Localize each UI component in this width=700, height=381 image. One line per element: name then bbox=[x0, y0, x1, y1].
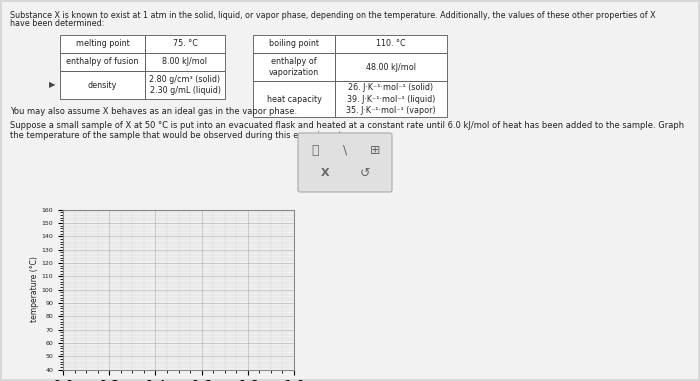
Bar bbox=[253, 35, 335, 53]
Bar bbox=[145, 53, 225, 71]
Bar bbox=[60, 71, 145, 99]
Text: melting point: melting point bbox=[76, 40, 130, 48]
Bar bbox=[335, 35, 447, 53]
Bar bbox=[60, 35, 145, 53]
FancyBboxPatch shape bbox=[298, 133, 392, 192]
Bar bbox=[60, 53, 145, 71]
Bar bbox=[145, 71, 225, 99]
Text: boiling point: boiling point bbox=[269, 40, 319, 48]
Bar bbox=[253, 53, 335, 81]
Text: heat capacity: heat capacity bbox=[267, 94, 321, 104]
Text: the temperature of the sample that would be observed during this experiment.: the temperature of the sample that would… bbox=[10, 131, 344, 140]
Text: 26. J·K⁻¹·mol⁻¹ (solid)
39. J·K⁻¹·mol⁻¹ (liquid)
35. J·K⁻¹·mol⁻¹ (vapor): 26. J·K⁻¹·mol⁻¹ (solid) 39. J·K⁻¹·mol⁻¹ … bbox=[346, 83, 436, 115]
Text: ↺: ↺ bbox=[360, 166, 370, 179]
Text: density: density bbox=[88, 80, 117, 90]
Y-axis label: temperature (°C): temperature (°C) bbox=[29, 257, 38, 322]
Text: ⦾: ⦾ bbox=[312, 144, 318, 157]
Text: Substance X is known to exist at 1 atm in the solid, liquid, or vapor phase, dep: Substance X is known to exist at 1 atm i… bbox=[10, 11, 656, 20]
Text: Suppose a small sample of X at 50 °C is put into an evacuated flask and heated a: Suppose a small sample of X at 50 °C is … bbox=[10, 121, 684, 130]
Bar bbox=[145, 35, 225, 53]
Bar bbox=[253, 81, 335, 117]
Text: 48.00 kJ/mol: 48.00 kJ/mol bbox=[366, 62, 416, 72]
Text: X: X bbox=[321, 168, 329, 178]
Bar bbox=[335, 81, 447, 117]
Text: enthalpy of fusion: enthalpy of fusion bbox=[66, 58, 139, 67]
Bar bbox=[335, 53, 447, 81]
Text: \: \ bbox=[343, 144, 347, 157]
Text: 2.80 g/cm³ (solid)
2.30 g/mL (liquid): 2.80 g/cm³ (solid) 2.30 g/mL (liquid) bbox=[149, 75, 220, 95]
Text: enthalpy of
vaporization: enthalpy of vaporization bbox=[269, 57, 319, 77]
Text: 75. °C: 75. °C bbox=[173, 40, 197, 48]
Text: 8.00 kJ/mol: 8.00 kJ/mol bbox=[162, 58, 207, 67]
Text: You may also assume X behaves as an ideal gas in the vapor phase.: You may also assume X behaves as an idea… bbox=[10, 107, 297, 116]
Text: ⊞: ⊞ bbox=[370, 144, 380, 157]
Text: 110. °C: 110. °C bbox=[376, 40, 406, 48]
Text: ▶: ▶ bbox=[49, 80, 55, 90]
Text: have been determined:: have been determined: bbox=[10, 19, 104, 28]
